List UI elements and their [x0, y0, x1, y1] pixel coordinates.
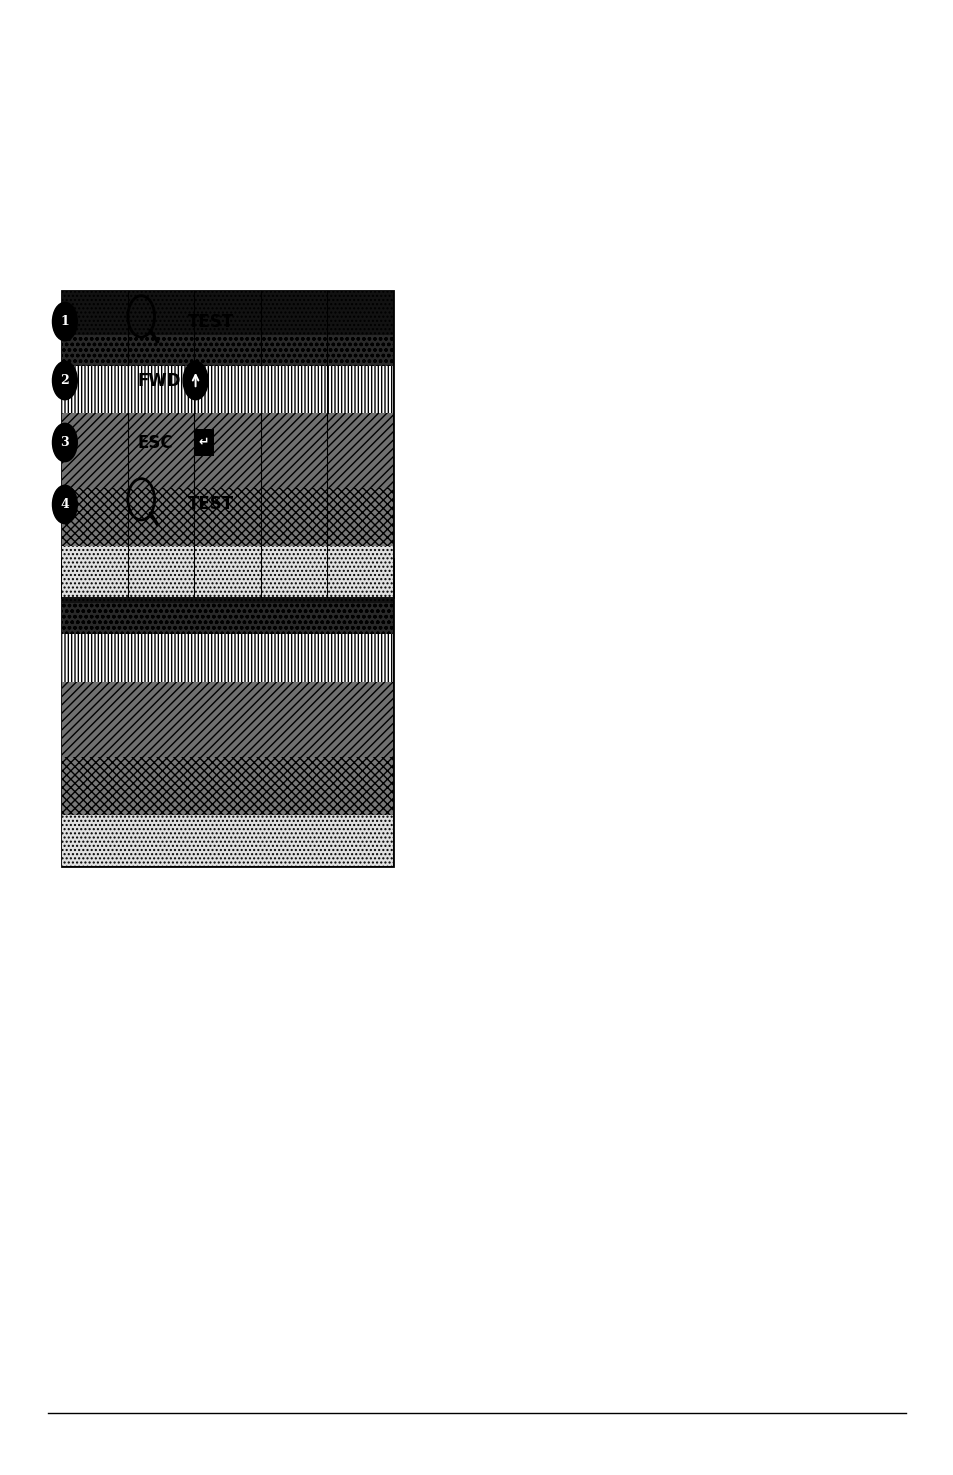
Text: ESC: ESC: [137, 434, 172, 451]
Text: 3: 3: [60, 437, 70, 448]
Bar: [62, 366, 393, 413]
Bar: [62, 603, 393, 634]
Bar: [62, 291, 393, 335]
Circle shape: [52, 423, 77, 462]
Bar: [62, 814, 393, 866]
Bar: [62, 546, 393, 597]
Text: TEST: TEST: [188, 313, 233, 330]
Bar: [62, 366, 393, 413]
Bar: [62, 603, 393, 634]
Bar: [62, 291, 393, 335]
Circle shape: [52, 361, 77, 400]
Text: 4: 4: [60, 499, 70, 510]
Bar: [62, 546, 393, 597]
Bar: [62, 559, 393, 603]
Text: FWD: FWD: [137, 372, 181, 389]
Text: ↵: ↵: [198, 437, 209, 448]
Bar: [193, 429, 213, 456]
Bar: [62, 488, 393, 546]
Circle shape: [52, 302, 77, 341]
Bar: [62, 335, 393, 366]
Circle shape: [183, 361, 208, 400]
Text: 1: 1: [60, 316, 70, 327]
Bar: [62, 413, 393, 488]
Bar: [62, 291, 393, 597]
Text: TEST: TEST: [188, 496, 233, 513]
Bar: [62, 634, 393, 681]
Bar: [62, 413, 393, 488]
Bar: [62, 634, 393, 681]
Bar: [62, 681, 393, 757]
Bar: [62, 559, 393, 603]
Circle shape: [52, 485, 77, 524]
Text: 2: 2: [60, 375, 70, 386]
Bar: [62, 757, 393, 814]
Bar: [62, 335, 393, 366]
Bar: [62, 757, 393, 814]
Bar: [62, 814, 393, 866]
Bar: [62, 681, 393, 757]
Bar: [62, 559, 393, 866]
Bar: [62, 488, 393, 546]
